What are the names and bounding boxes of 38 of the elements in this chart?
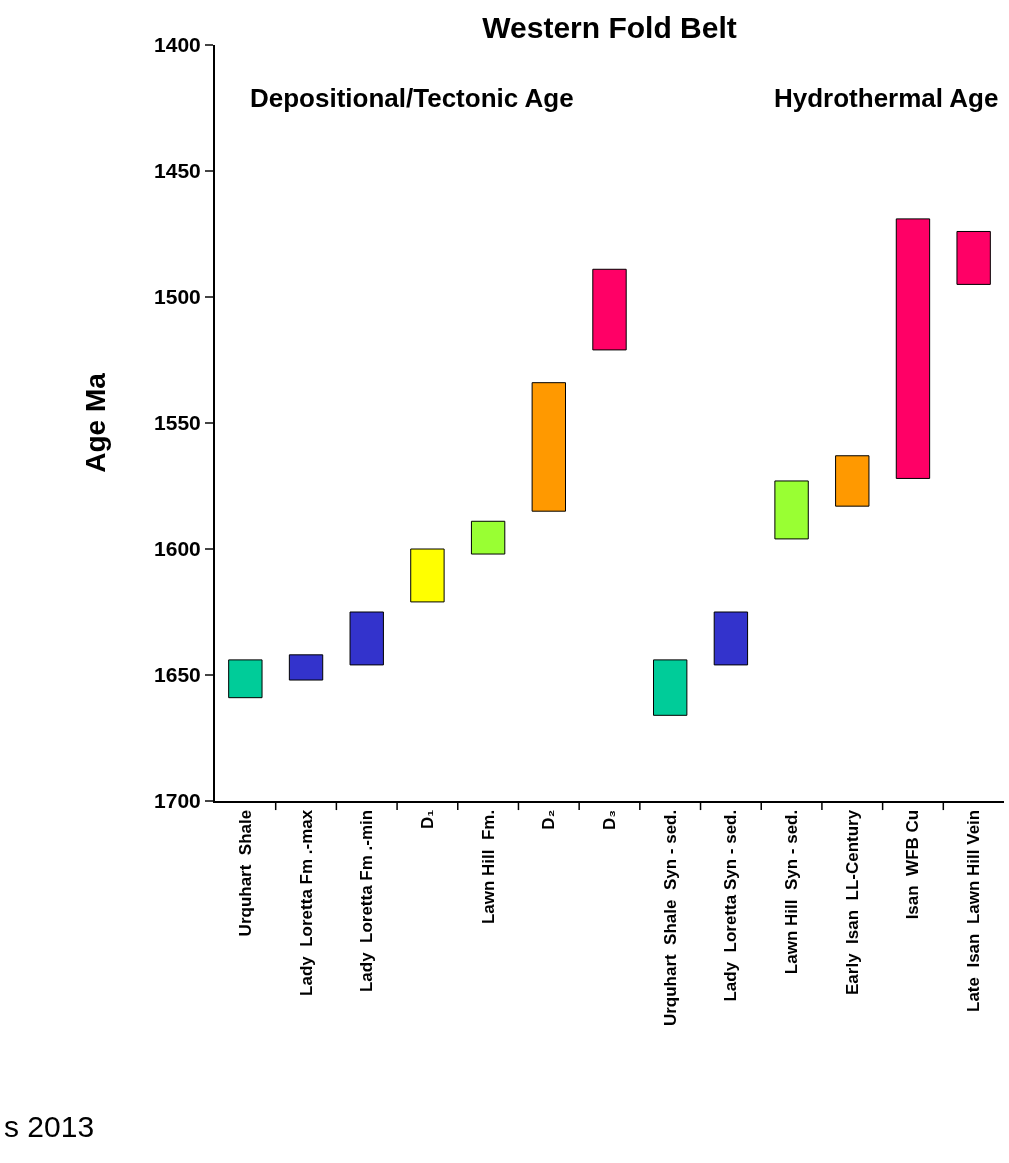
text: s 2013 bbox=[4, 1110, 95, 1143]
x-tick-label: Early Isan LL-Century bbox=[842, 809, 862, 995]
bar bbox=[349, 611, 384, 666]
x-tick-label: D₁ bbox=[417, 809, 437, 830]
annotation: Hydrothermal Age bbox=[774, 83, 999, 113]
chart-title: Western Fold Belt bbox=[482, 11, 737, 45]
y-tick-label: 1500 bbox=[154, 285, 201, 309]
bar bbox=[774, 480, 809, 540]
x-tick-label: Urquhart Shale Syn - sed. bbox=[660, 809, 680, 1027]
x-tick-label: Lawn Hill Syn - sed. bbox=[782, 809, 802, 975]
y-tick-label: 1600 bbox=[154, 537, 201, 561]
x-tick-label: D₂ bbox=[539, 809, 559, 830]
bar bbox=[713, 611, 749, 666]
x-tick-label: Urquhart Shale bbox=[235, 809, 255, 937]
x-tick-label: Lady Loretta Syn - sed. bbox=[721, 809, 741, 1002]
y-tick-label: 1650 bbox=[154, 663, 201, 687]
x-tick-label: Late Isan Lawn Hill Vein bbox=[964, 809, 984, 1012]
bar bbox=[470, 520, 506, 555]
bar bbox=[592, 268, 627, 351]
bar bbox=[653, 659, 688, 716]
y-tick-label: 1700 bbox=[154, 789, 201, 813]
x-tick-label: Isan WFB Cu bbox=[903, 809, 923, 920]
bar bbox=[228, 659, 263, 699]
x-tick-label: Lady Loretta Fm .-min bbox=[357, 809, 377, 993]
annotation: Depositional/Tectonic Age bbox=[250, 83, 574, 113]
y-axis-title: Age Ma bbox=[80, 372, 112, 473]
bar bbox=[895, 218, 931, 479]
x-tick-label: Lady Loretta Fm .-max bbox=[296, 809, 316, 996]
bar bbox=[410, 548, 445, 603]
x-tick-label: D₃ bbox=[600, 809, 620, 830]
y-tick-label: 1450 bbox=[154, 159, 201, 183]
y-tick-label: 1550 bbox=[154, 411, 201, 435]
x-tick-label: Lawn Hill Fm. bbox=[478, 809, 498, 925]
bar bbox=[956, 230, 991, 285]
bar bbox=[835, 455, 870, 507]
y-tick-label: 1400 bbox=[154, 33, 201, 57]
bar bbox=[531, 382, 566, 512]
bar bbox=[288, 654, 324, 681]
